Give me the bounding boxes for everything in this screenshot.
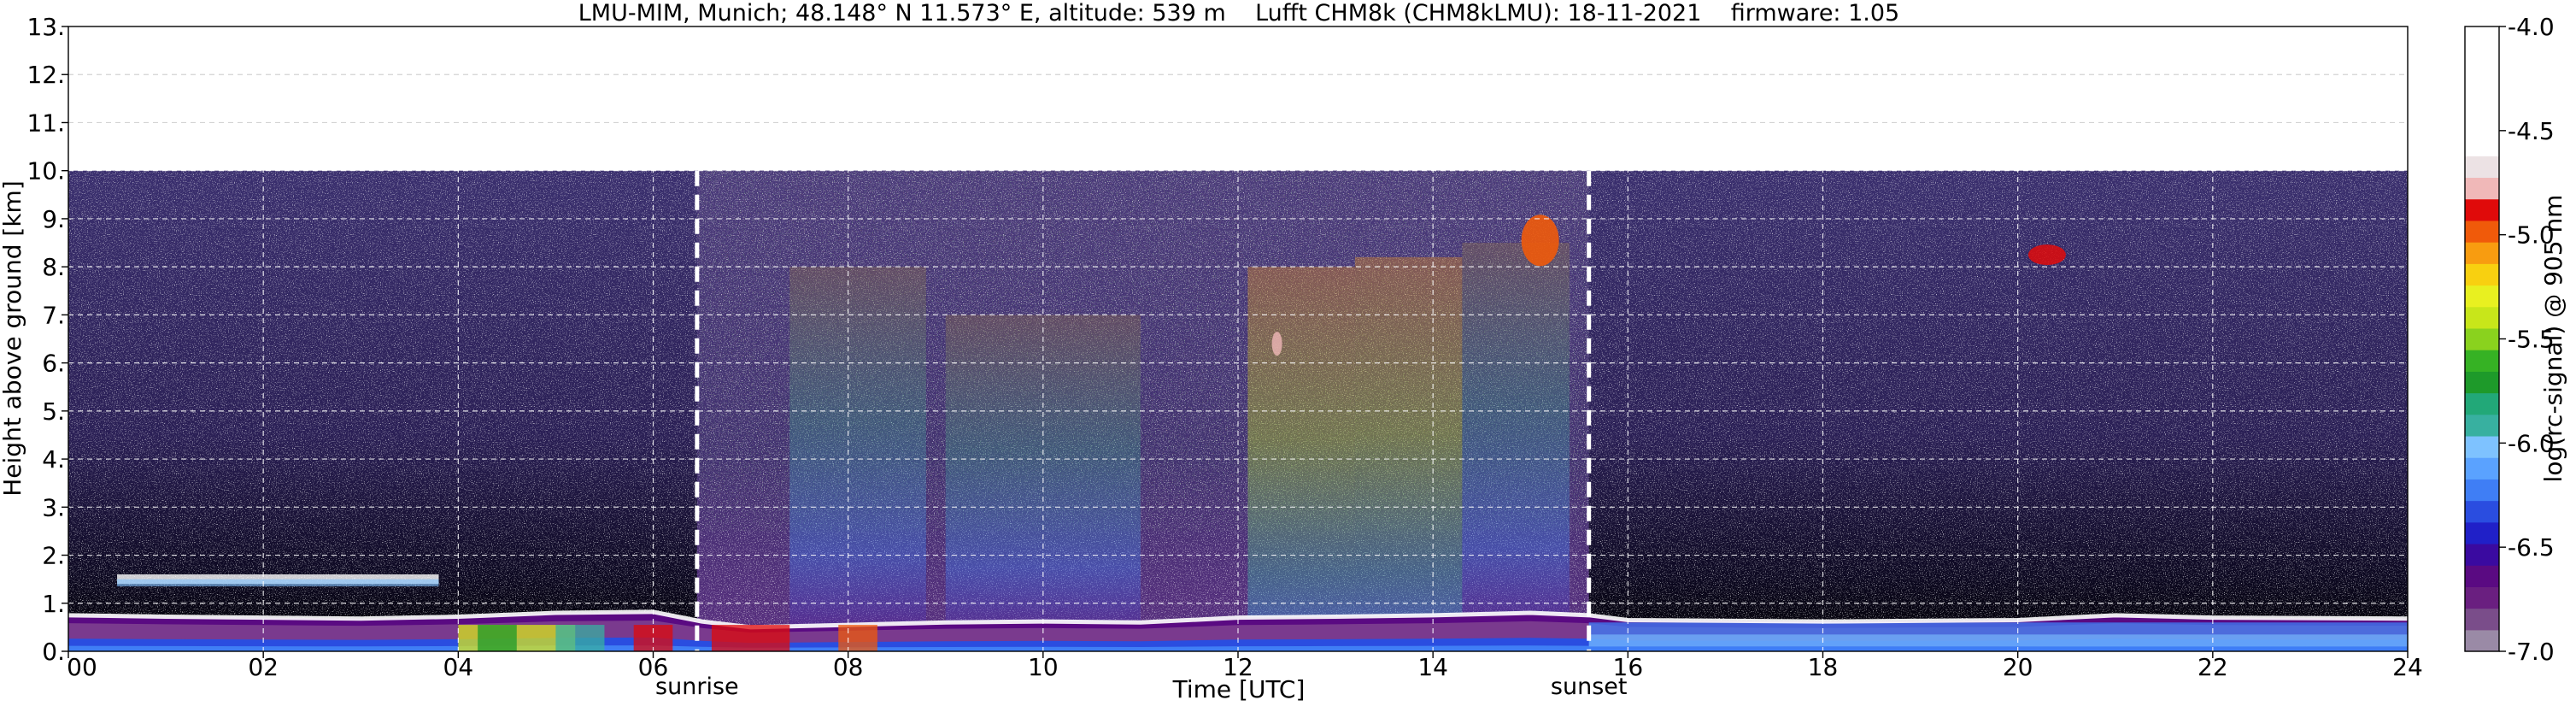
y-tick-label: 6. (42, 350, 65, 378)
colorbar-segment (2465, 220, 2499, 243)
colorbar-segment (2465, 565, 2499, 587)
colorbar-segment (2465, 327, 2499, 350)
cloud-fragment (1271, 332, 1282, 356)
x-tick-label: 20 (2003, 653, 2033, 681)
colorbar-tick-label: -5.5 (2508, 326, 2555, 354)
x-tick-label: 14 (1417, 653, 1448, 681)
colorbar-segment (2465, 414, 2499, 437)
x-tick-label: 12 (1223, 653, 1253, 681)
colorbar-segment (2465, 91, 2499, 114)
colorbar-segment (2465, 156, 2499, 179)
colorbar-segment (2465, 629, 2499, 652)
colorbar-segment (2465, 177, 2499, 200)
cirrus-cloud (2027, 244, 2066, 266)
sunset-label: sunset (1551, 674, 1628, 700)
surface-patch (838, 625, 877, 651)
y-tick-label: 5. (42, 397, 65, 426)
colorbar-segment (2465, 371, 2499, 394)
colorbar-segment (2465, 112, 2499, 135)
x-tick-label: 22 (2198, 653, 2228, 681)
colorbar-segment (2465, 435, 2499, 458)
surface-patch (555, 625, 605, 651)
colorbar-segment (2465, 242, 2499, 264)
x-tick-label: 00 (67, 653, 97, 681)
colorbar-label: log(rc-signal) @ 905 nm (2539, 195, 2567, 483)
colorbar-segment (2465, 521, 2499, 544)
y-tick-label: 11. (26, 109, 65, 137)
y-tick-label: 3. (42, 493, 65, 521)
colorbar: -4.0 -4.5 -5.0 -5.5 -6.0 -6.5 -7.0 (2464, 13, 2555, 666)
grid-lines (68, 26, 2408, 651)
surface-patch (711, 625, 790, 651)
colorbar-tick-label: -4.5 (2508, 117, 2555, 145)
y-tick-label: 8. (42, 253, 65, 281)
evening-aerosol-core (1588, 634, 2408, 647)
colorbar-segment (2465, 134, 2499, 156)
convective-plume (1462, 243, 1570, 651)
colorbar-tick-label: -4.0 (2508, 13, 2555, 41)
cirrus-cloud (1521, 215, 1559, 267)
y-tick-label: 9. (42, 205, 65, 233)
colorbar-segment (2465, 392, 2499, 415)
y-axis-label: Height above ground [km] (0, 180, 26, 497)
y-tick-label: 7. (42, 301, 65, 329)
colorbar-segment (2465, 198, 2499, 221)
colorbar-segment (2465, 285, 2499, 308)
x-tick-label: 04 (443, 653, 474, 681)
colorbar-segment (2465, 500, 2499, 523)
y-tick-label: 10. (26, 157, 65, 185)
convective-plume (1354, 256, 1463, 651)
colorbar-tick-label: -5.0 (2508, 221, 2555, 250)
colorbar-segment (2465, 48, 2499, 71)
chart-title: LMU-MIM, Munich; 48.148° N 11.573° E, al… (578, 0, 1899, 26)
y-axis-ticks: 0. 1. 2. 3. 4. 5. 6. 7. 8. 9. 10. 11. 12. 13. (26, 13, 68, 666)
colorbar-segment (2465, 586, 2499, 609)
colorbar-tick-label: -6.0 (2508, 429, 2555, 457)
colorbar-tick-label: -6.5 (2508, 533, 2555, 562)
x-tick-label: 08 (833, 653, 864, 681)
x-tick-label: 16 (1613, 653, 1644, 681)
colorbar-segment (2465, 350, 2499, 372)
colorbar-segment (2465, 457, 2499, 479)
colorbar-segment (2465, 479, 2499, 502)
x-axis-label: Time [UTC] (1172, 675, 1306, 703)
x-axis-ticks: 00 02 04 06 08 10 12 14 16 18 20 22 24 (67, 651, 2423, 681)
colorbar-segment (2465, 543, 2499, 566)
colorbar-segment (2465, 69, 2499, 92)
aerosol-layer (117, 574, 439, 585)
boundary-layer-top (68, 609, 2408, 630)
sun-markers: sunrise sunset (655, 170, 1628, 700)
colorbar-segment (2465, 608, 2499, 631)
y-tick-label: 2. (42, 542, 65, 570)
x-tick-label: 02 (248, 653, 279, 681)
x-tick-label: 06 (638, 653, 669, 681)
aerosol-layer-base (117, 579, 439, 587)
surface-patch (478, 625, 517, 651)
colorbar-segment (2465, 263, 2499, 286)
y-tick-label: 0. (42, 638, 65, 666)
sunrise-label: sunrise (655, 674, 739, 700)
x-tick-label: 18 (1808, 653, 1839, 681)
colorbar-segment (2465, 306, 2499, 329)
x-tick-label: 24 (2392, 653, 2423, 681)
colorbar-segment (2465, 26, 2499, 49)
colorbar-tick-label: -7.0 (2508, 638, 2555, 666)
y-tick-label: 13. (26, 13, 65, 41)
x-tick-label: 10 (1028, 653, 1059, 681)
y-tick-label: 4. (42, 445, 65, 474)
y-tick-label: 1. (42, 590, 65, 618)
y-tick-label: 12. (26, 61, 65, 89)
